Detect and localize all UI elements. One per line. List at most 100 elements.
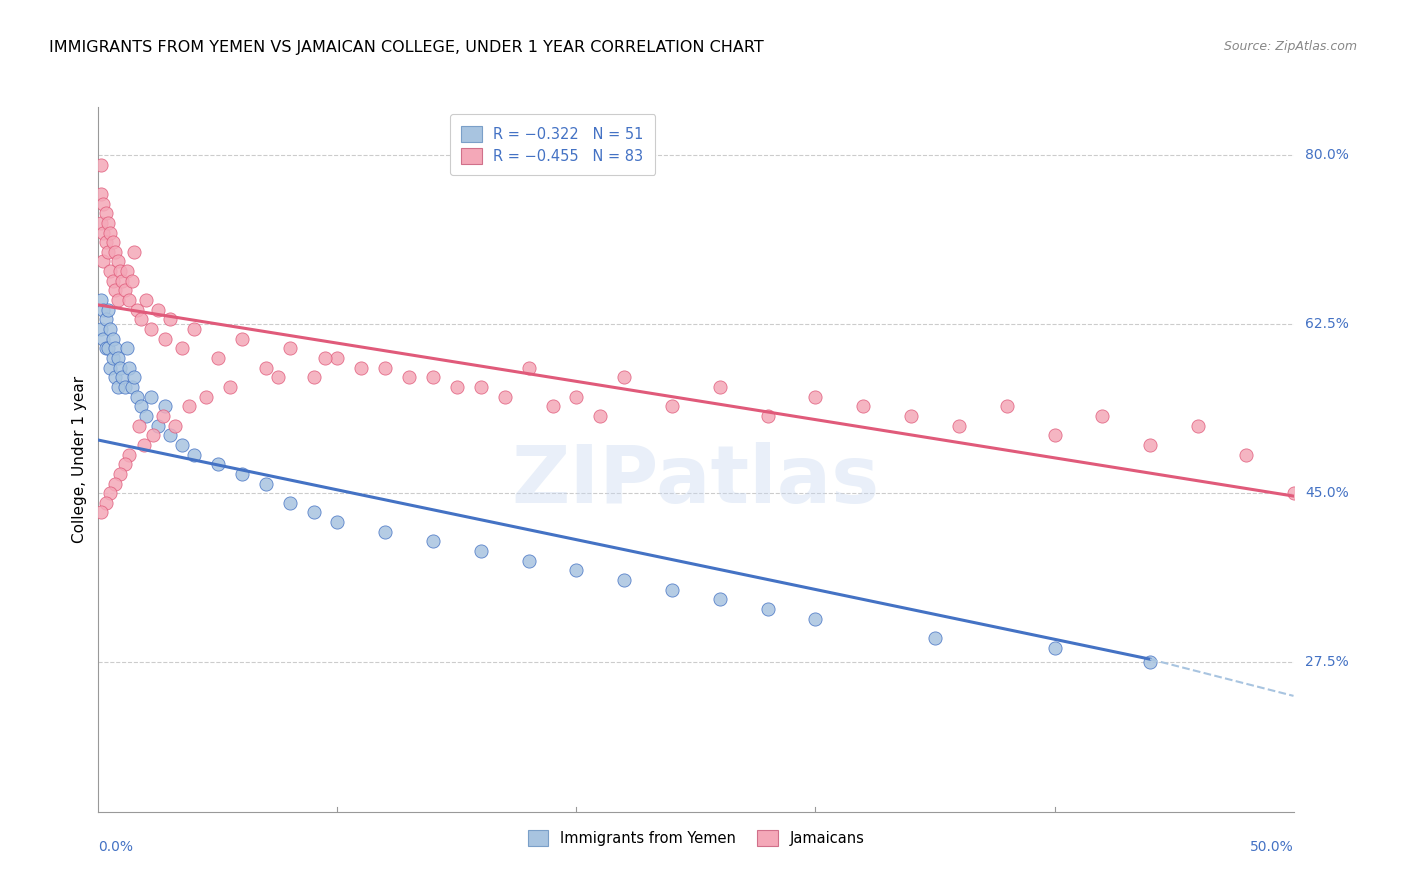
Point [302, 506, 325, 520]
Point [172, 342, 194, 356]
Point [97, 244, 120, 259]
Point [148, 418, 170, 433]
Point [104, 476, 127, 491]
Point [756, 409, 779, 423]
Text: 62.5%: 62.5% [1306, 318, 1350, 331]
Point [97, 342, 120, 356]
Point [183, 322, 205, 336]
Point [1139, 438, 1161, 452]
Point [131, 399, 153, 413]
Point [90, 186, 112, 201]
Point [155, 399, 177, 413]
Point [98, 322, 122, 336]
Point [91, 196, 114, 211]
Point [231, 467, 253, 481]
Y-axis label: College, Under 1 year: College, Under 1 year [72, 376, 87, 543]
Point [148, 302, 170, 317]
Text: 80.0%: 80.0% [1306, 148, 1350, 162]
Point [114, 284, 136, 298]
Point [398, 370, 420, 384]
Point [709, 380, 731, 394]
Point [159, 312, 181, 326]
Point [494, 390, 516, 404]
Point [589, 409, 612, 423]
Point [661, 399, 683, 413]
Point [1043, 428, 1066, 442]
Point [152, 409, 174, 423]
Point [124, 370, 146, 384]
Point [115, 342, 138, 356]
Point [104, 244, 127, 259]
Point [446, 380, 468, 394]
Point [107, 293, 129, 307]
Point [374, 524, 396, 539]
Text: 27.5%: 27.5% [1306, 655, 1350, 669]
Point [107, 351, 129, 365]
Point [104, 284, 127, 298]
Text: Source: ZipAtlas.com: Source: ZipAtlas.com [1223, 40, 1357, 54]
Point [924, 631, 946, 645]
Point [948, 418, 970, 433]
Point [155, 332, 177, 346]
Point [1234, 448, 1257, 462]
Point [131, 312, 153, 326]
Point [97, 302, 120, 317]
Point [422, 534, 444, 549]
Point [104, 370, 127, 384]
Point [98, 486, 122, 500]
Point [101, 332, 124, 346]
Point [115, 264, 138, 278]
Point [852, 399, 875, 413]
Point [94, 235, 117, 250]
Point [374, 360, 396, 375]
Point [90, 216, 112, 230]
Point [517, 554, 540, 568]
Point [91, 254, 114, 268]
Point [278, 342, 301, 356]
Point [104, 342, 127, 356]
Point [302, 370, 325, 384]
Point [1187, 418, 1209, 433]
Point [661, 582, 683, 597]
Point [90, 506, 112, 520]
Point [107, 254, 129, 268]
Point [163, 418, 186, 433]
Point [756, 602, 779, 616]
Point [142, 428, 165, 442]
Point [118, 293, 141, 307]
Point [97, 216, 120, 230]
Point [98, 226, 122, 240]
Text: 45.0%: 45.0% [1306, 486, 1350, 500]
Point [135, 293, 157, 307]
Point [517, 360, 540, 375]
Point [111, 370, 134, 384]
Point [121, 274, 143, 288]
Point [107, 380, 129, 394]
Point [207, 457, 229, 471]
Point [804, 612, 827, 626]
Point [114, 457, 136, 471]
Point [91, 226, 114, 240]
Point [128, 418, 150, 433]
Point [94, 496, 117, 510]
Point [1091, 409, 1114, 423]
Point [326, 351, 349, 365]
Point [108, 467, 131, 481]
Point [94, 206, 117, 220]
Point [179, 399, 201, 413]
Text: 50.0%: 50.0% [1250, 840, 1294, 854]
Point [98, 360, 122, 375]
Point [995, 399, 1018, 413]
Point [124, 244, 146, 259]
Point [118, 360, 141, 375]
Point [139, 322, 162, 336]
Point [326, 515, 349, 529]
Text: 0.0%: 0.0% [98, 840, 134, 854]
Point [231, 332, 253, 346]
Point [183, 448, 205, 462]
Point [121, 380, 143, 394]
Point [254, 476, 277, 491]
Point [94, 312, 117, 326]
Point [541, 399, 564, 413]
Point [91, 332, 114, 346]
